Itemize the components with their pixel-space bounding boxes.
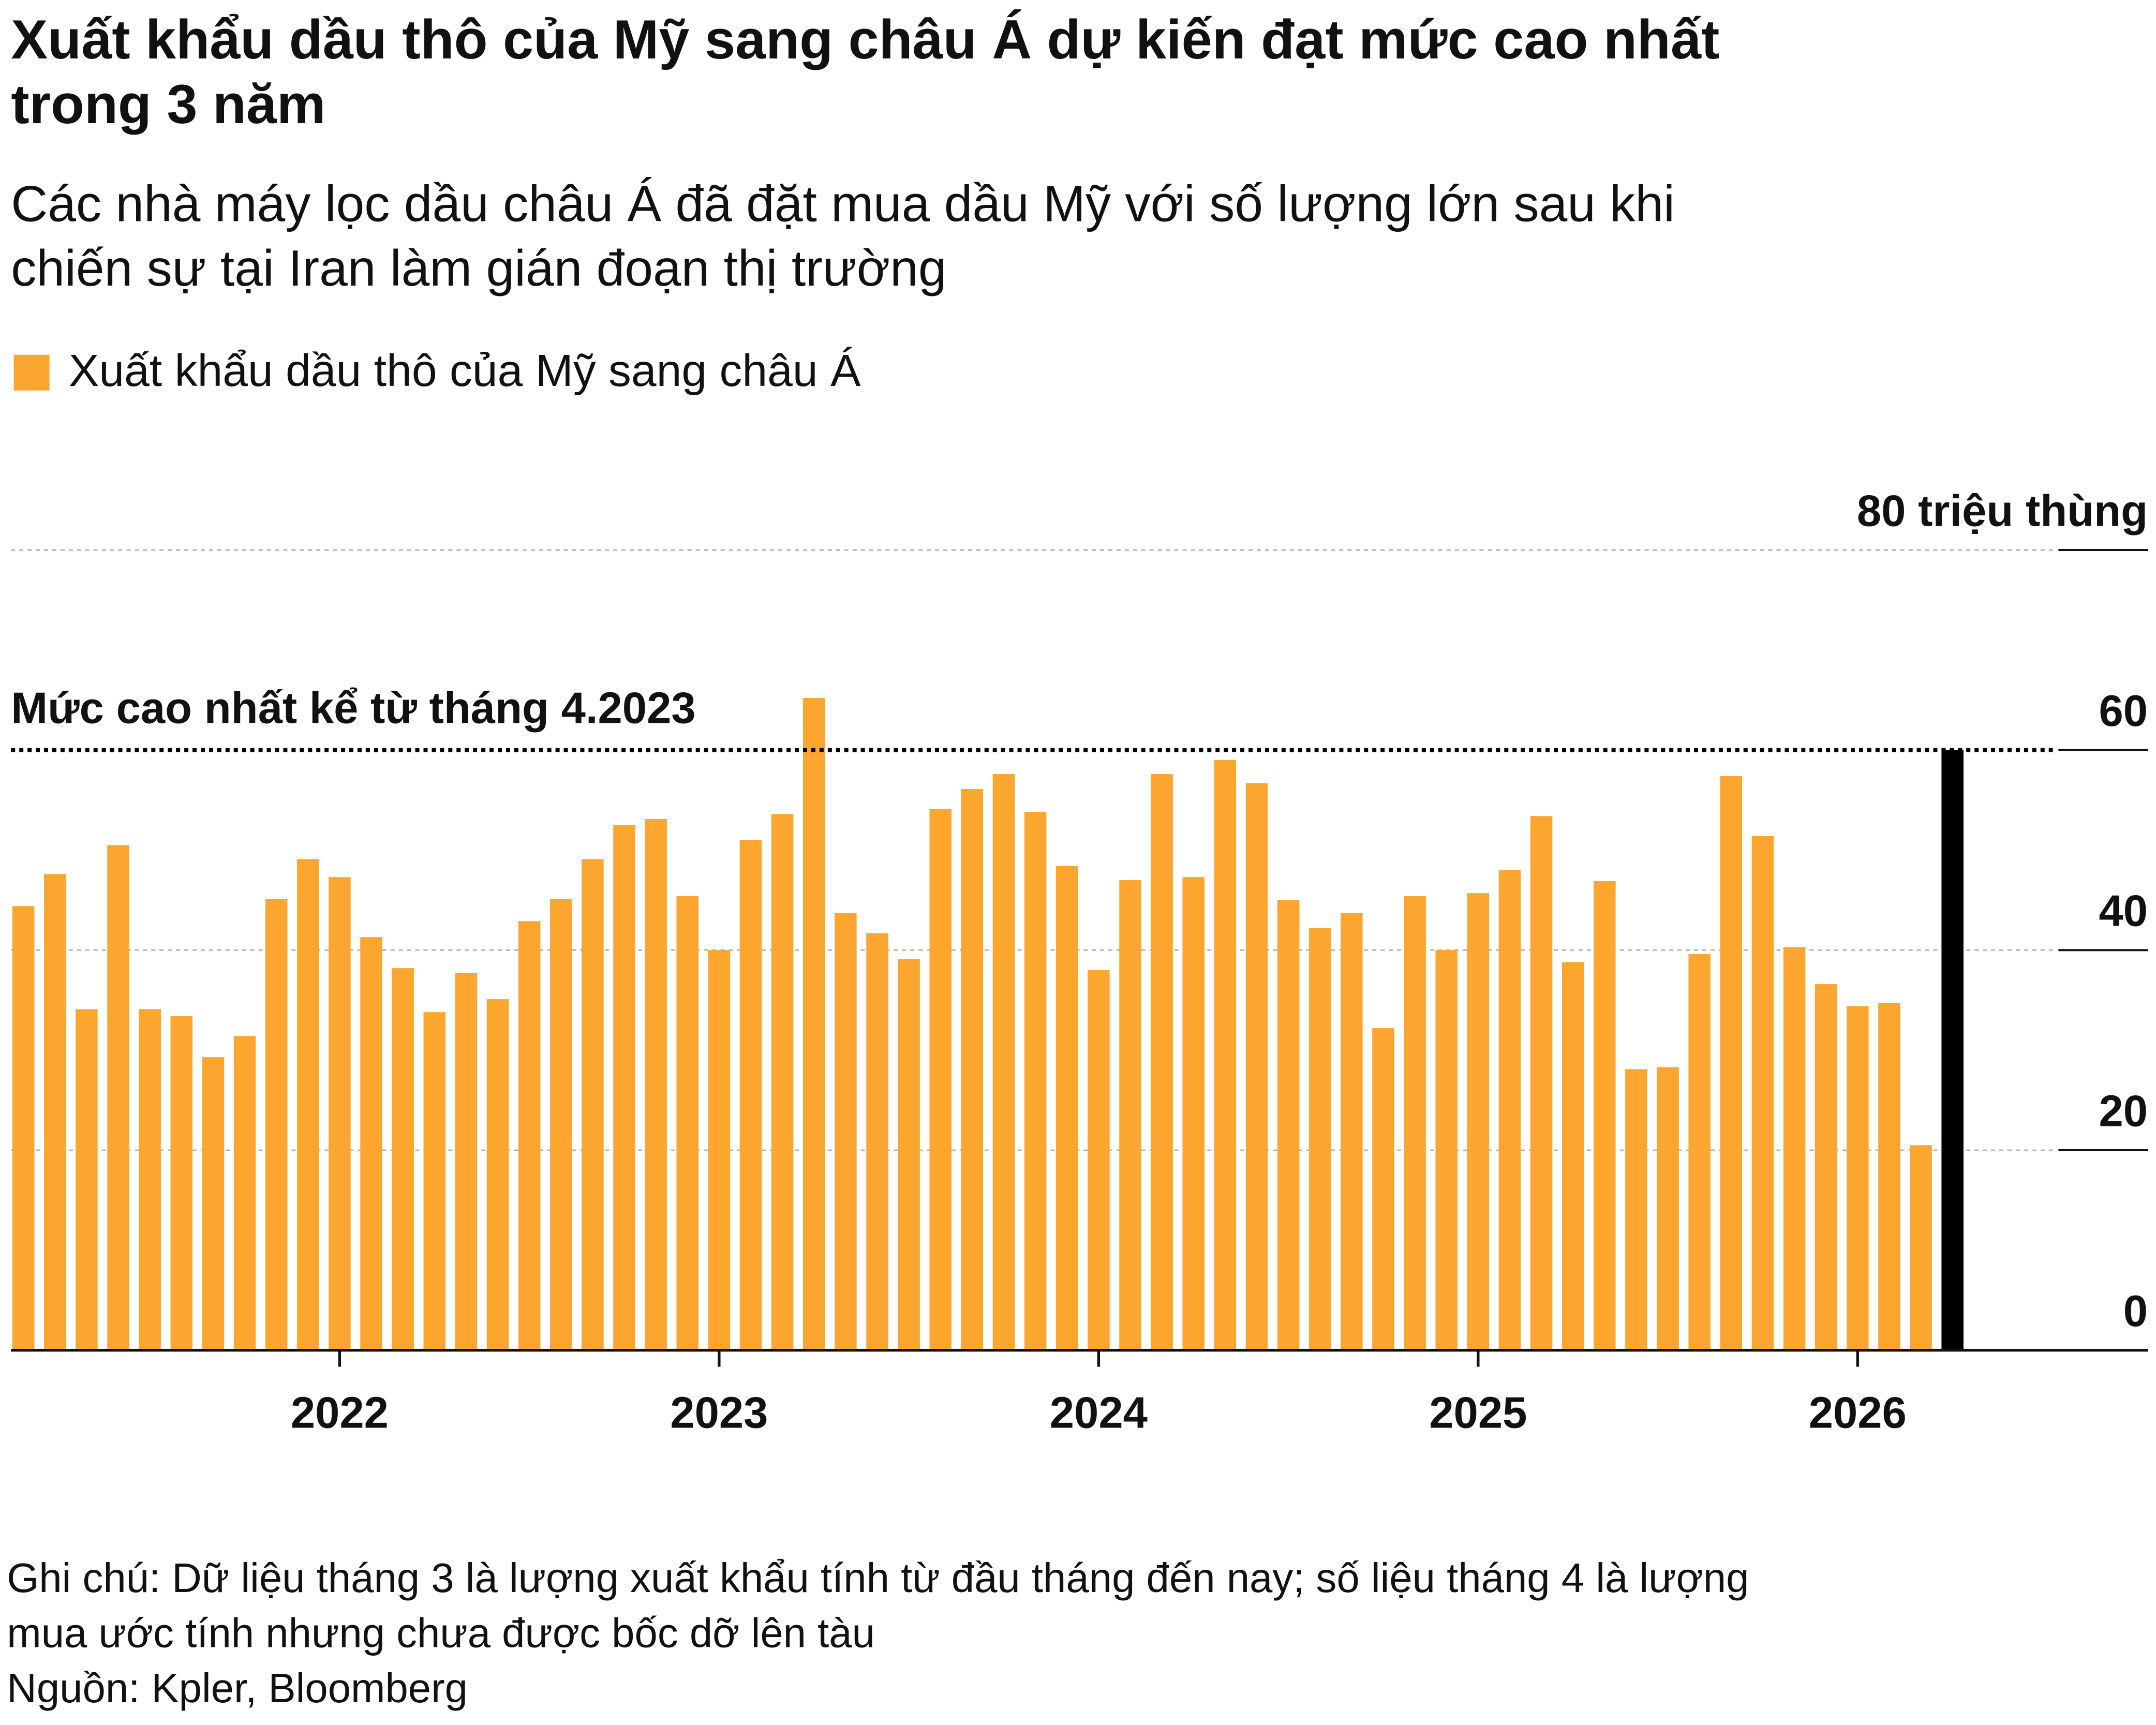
bar bbox=[1498, 870, 1521, 1350]
bar bbox=[518, 921, 541, 1350]
y-tick-label: 0 bbox=[2123, 1287, 2148, 1336]
note: mua ước tính nhưng chưa được bốc dỡ lên … bbox=[7, 1610, 875, 1656]
bar bbox=[898, 959, 920, 1350]
chart-title: trong 3 năm bbox=[11, 73, 325, 135]
bar bbox=[107, 845, 129, 1350]
bar bbox=[1625, 1069, 1647, 1350]
bar bbox=[170, 1016, 193, 1350]
bar bbox=[582, 859, 604, 1350]
bar bbox=[1277, 900, 1300, 1350]
bar bbox=[1657, 1067, 1679, 1350]
bar bbox=[44, 874, 66, 1350]
bar bbox=[1467, 893, 1490, 1350]
x-tick-label: 2024 bbox=[1050, 1389, 1148, 1438]
y-tick-label: 60 bbox=[2099, 687, 2148, 736]
bar bbox=[992, 774, 1015, 1350]
bar bbox=[613, 825, 635, 1350]
bar bbox=[1404, 896, 1426, 1350]
bar bbox=[1151, 774, 1173, 1350]
x-tick-label: 2022 bbox=[291, 1389, 389, 1438]
annotation: Mức cao nhất kể từ tháng 4.2023 bbox=[11, 684, 695, 733]
bar bbox=[835, 913, 857, 1350]
bar bbox=[455, 973, 478, 1350]
bar bbox=[1309, 928, 1331, 1350]
bar bbox=[1878, 1003, 1900, 1350]
x-tick-label: 2025 bbox=[1429, 1389, 1527, 1438]
bar bbox=[645, 819, 667, 1350]
bar bbox=[423, 1012, 446, 1350]
bar bbox=[961, 789, 984, 1350]
y-tick-label: 20 bbox=[2099, 1087, 2148, 1136]
bar bbox=[360, 937, 382, 1350]
bar bbox=[739, 840, 762, 1350]
bar bbox=[486, 999, 509, 1350]
bar bbox=[1182, 877, 1205, 1350]
bar bbox=[1688, 954, 1711, 1350]
bar bbox=[550, 899, 572, 1350]
bar bbox=[1341, 913, 1363, 1350]
bar bbox=[708, 950, 731, 1350]
bar bbox=[76, 1009, 98, 1350]
note: Ghi chú: Dữ liệu tháng 3 là lượng xuất k… bbox=[7, 1555, 1749, 1601]
bar bbox=[392, 968, 414, 1350]
bar bbox=[1024, 812, 1047, 1350]
bar bbox=[1562, 962, 1584, 1350]
bar bbox=[1435, 950, 1458, 1350]
legend-label: Xuất khẩu dầu thô của Mỹ sang châu Á bbox=[69, 345, 861, 396]
bar bbox=[1815, 984, 1837, 1350]
y-tick-label: 40 bbox=[2099, 887, 2148, 936]
x-tick-label: 2023 bbox=[670, 1389, 768, 1438]
bar bbox=[202, 1057, 225, 1350]
bar bbox=[802, 698, 825, 1350]
bar bbox=[1910, 1145, 1932, 1350]
bar bbox=[1530, 816, 1553, 1350]
bar bbox=[1372, 1028, 1394, 1350]
bar bbox=[676, 896, 699, 1350]
chart-title: Xuất khẩu dầu thô của Mỹ sang châu Á dự … bbox=[11, 9, 1719, 70]
bar bbox=[1720, 776, 1743, 1350]
bar bbox=[265, 899, 288, 1350]
bar bbox=[1783, 947, 1806, 1350]
bar bbox=[771, 814, 794, 1350]
bar bbox=[1088, 970, 1110, 1350]
bar bbox=[929, 809, 952, 1350]
bar bbox=[12, 906, 35, 1350]
bar bbox=[866, 933, 888, 1350]
legend-swatch bbox=[13, 354, 50, 391]
bar bbox=[1941, 750, 1964, 1350]
x-tick-label: 2026 bbox=[1809, 1389, 1907, 1438]
bar bbox=[1055, 866, 1078, 1350]
y-tick-label: 80 triệu thùng bbox=[1857, 486, 2148, 536]
bar bbox=[1847, 1006, 1869, 1350]
bar bbox=[1119, 880, 1141, 1350]
bar bbox=[297, 859, 319, 1350]
source: Nguồn: Kpler, Bloomberg bbox=[7, 1665, 468, 1711]
bar bbox=[1594, 881, 1616, 1350]
bar bbox=[233, 1036, 256, 1350]
bar bbox=[1751, 836, 1774, 1350]
bar bbox=[1214, 760, 1237, 1350]
chart-subtitle: chiến sự tại Iran làm gián đoạn thị trườ… bbox=[11, 240, 946, 296]
bar bbox=[1245, 783, 1268, 1350]
chart-subtitle: Các nhà máy lọc dầu châu Á đã đặt mua dầ… bbox=[11, 175, 1675, 232]
bar bbox=[329, 877, 351, 1350]
bar bbox=[139, 1009, 161, 1350]
